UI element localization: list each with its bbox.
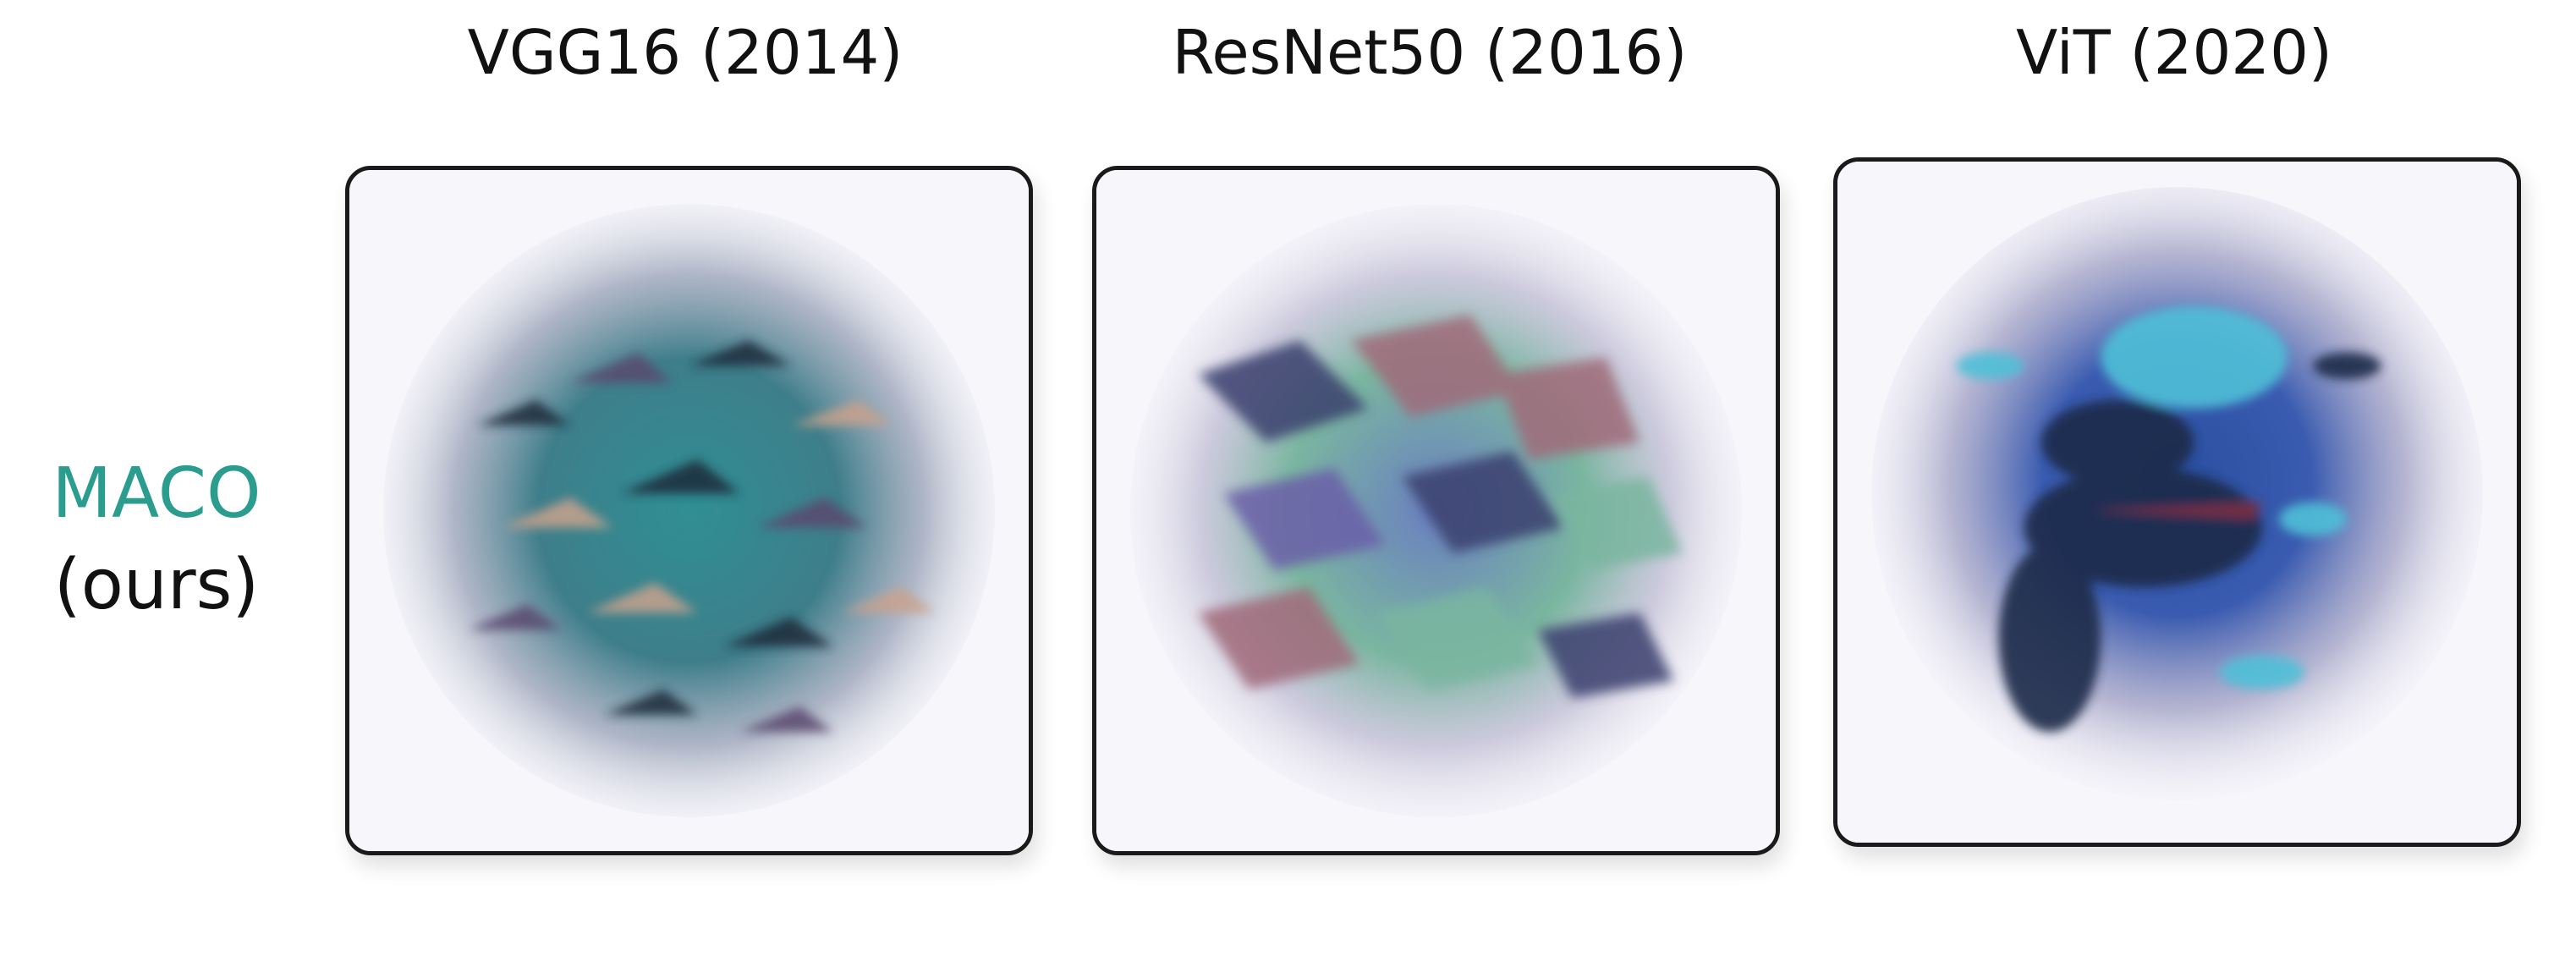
method-subtitle: (ours) <box>53 545 260 625</box>
image-panel-vit <box>1833 157 2521 847</box>
column-title-vgg16: VGG16 (2014) <box>467 17 904 88</box>
column-title-vit: ViT (2020) <box>2016 17 2332 88</box>
feature-visualization-image <box>1837 162 2517 843</box>
image-panel-vgg16 <box>345 166 1033 855</box>
column-title-resnet50: ResNet50 (2016) <box>1172 17 1688 88</box>
image-panel-resnet50 <box>1092 166 1780 855</box>
feature-visualization-image <box>1096 170 1776 851</box>
row-label: MACO (ours) <box>17 448 296 631</box>
feature-visualization-image <box>349 170 1029 851</box>
method-name: MACO <box>52 453 261 534</box>
